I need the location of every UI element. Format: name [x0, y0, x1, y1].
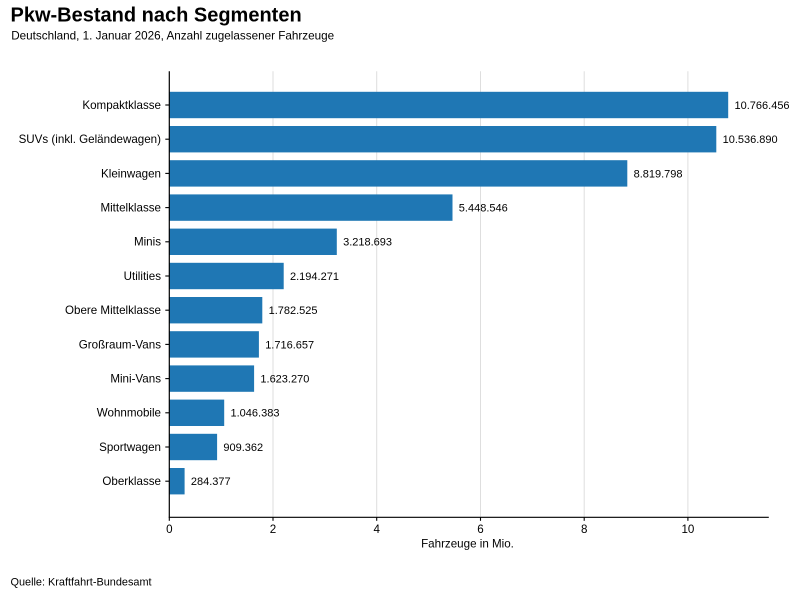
svg-text:Quelle: Kraftfahrt-Bundesamt: Quelle: Kraftfahrt-Bundesamt: [11, 577, 152, 589]
svg-text:Deutschland, 1. Januar 2026, A: Deutschland, 1. Januar 2026, Anzahl zuge…: [11, 30, 334, 43]
svg-text:Fahrzeuge in Mio.: Fahrzeuge in Mio.: [421, 538, 514, 551]
svg-text:4: 4: [373, 523, 380, 536]
svg-text:Kompaktklasse: Kompaktklasse: [82, 99, 161, 112]
svg-text:Utilities: Utilities: [124, 270, 162, 283]
svg-text:Kleinwagen: Kleinwagen: [101, 167, 161, 180]
svg-text:Wohnmobile: Wohnmobile: [97, 407, 161, 420]
svg-text:Mittelklasse: Mittelklasse: [100, 202, 161, 215]
svg-text:909.362: 909.362: [223, 442, 263, 454]
svg-text:1.623.270: 1.623.270: [260, 374, 309, 386]
svg-text:284.377: 284.377: [191, 476, 231, 488]
svg-text:10.766.456: 10.766.456: [735, 100, 790, 112]
svg-text:Obere Mittelklasse: Obere Mittelklasse: [65, 304, 161, 317]
svg-text:6: 6: [477, 523, 483, 536]
svg-text:1.782.525: 1.782.525: [269, 305, 318, 317]
svg-text:10.536.890: 10.536.890: [723, 134, 778, 146]
svg-text:Mini-Vans: Mini-Vans: [110, 373, 161, 386]
svg-text:5.448.546: 5.448.546: [459, 203, 508, 215]
svg-text:3.218.693: 3.218.693: [343, 237, 392, 249]
svg-text:Oberklasse: Oberklasse: [102, 475, 161, 488]
svg-text:2.194.271: 2.194.271: [290, 271, 339, 283]
svg-text:Minis: Minis: [134, 236, 161, 249]
svg-text:SUVs (inkl. Geländewagen): SUVs (inkl. Geländewagen): [19, 133, 162, 146]
svg-text:8.819.798: 8.819.798: [634, 168, 683, 180]
svg-text:Sportwagen: Sportwagen: [99, 441, 161, 454]
svg-text:0: 0: [166, 523, 172, 536]
svg-text:1.046.383: 1.046.383: [231, 408, 280, 420]
svg-text:Pkw-Bestand nach Segmenten: Pkw-Bestand nach Segmenten: [11, 5, 302, 27]
svg-text:8: 8: [581, 523, 587, 536]
svg-text:2: 2: [270, 523, 276, 536]
svg-text:10: 10: [681, 523, 694, 536]
svg-text:1.716.657: 1.716.657: [265, 339, 314, 351]
svg-text:Großraum-Vans: Großraum-Vans: [79, 338, 161, 351]
